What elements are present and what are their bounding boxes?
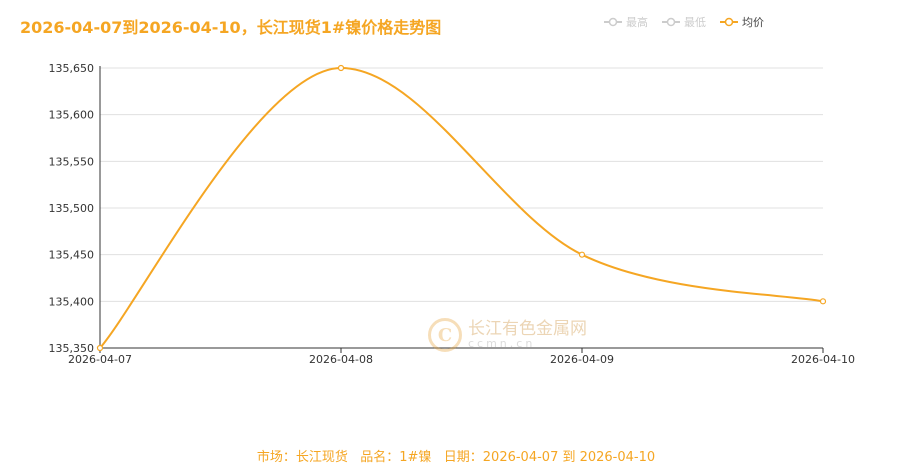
legend-line-icon [604, 17, 622, 27]
chart-title: 2026-04-07到2026-04-10，长江现货1#镍价格走势图 [20, 18, 442, 37]
y-tick-label: 135,350 [49, 342, 95, 355]
y-tick-label: 135,500 [49, 202, 95, 215]
watermark-brand: 长江有色金属网 [468, 318, 587, 339]
y-tick-label: 135,600 [49, 109, 95, 122]
legend-item-avg[interactable]: 均价 [720, 14, 764, 30]
watermark: C 长江有色金属网 ccmn.cn [428, 318, 587, 352]
legend: 最高 最低 均价 [604, 14, 764, 30]
x-tick-label: 2026-04-09 [550, 353, 614, 366]
data-point [96, 344, 104, 352]
legend-label-low: 最低 [684, 16, 706, 29]
legend-line-icon [720, 17, 738, 27]
data-point [337, 64, 345, 72]
series-line-avg [99, 66, 824, 349]
legend-item-high[interactable]: 最高 [604, 14, 648, 30]
y-tick-label: 135,550 [49, 155, 95, 168]
data-point [578, 251, 586, 258]
watermark-logo-icon: C [428, 318, 462, 352]
y-tick-label: 135,450 [49, 249, 95, 262]
legend-label-avg: 均价 [742, 16, 764, 29]
x-tick-label: 2026-04-10 [791, 353, 855, 366]
x-tick-label: 2026-04-08 [309, 353, 373, 366]
legend-item-low[interactable]: 最低 [662, 14, 706, 30]
chart-footer: 市场：长江现货 品名：1#镍 日期：2026-04-07 到 2026-04-1… [256, 450, 656, 465]
data-point [819, 298, 827, 305]
watermark-url: ccmn.cn [468, 337, 536, 351]
legend-label-high: 最高 [626, 16, 648, 29]
legend-line-icon [662, 17, 680, 27]
x-tick-label: 2026-04-07 [68, 353, 132, 366]
y-tick-label: 135,650 [49, 62, 95, 75]
y-tick-label: 135,400 [49, 295, 95, 308]
